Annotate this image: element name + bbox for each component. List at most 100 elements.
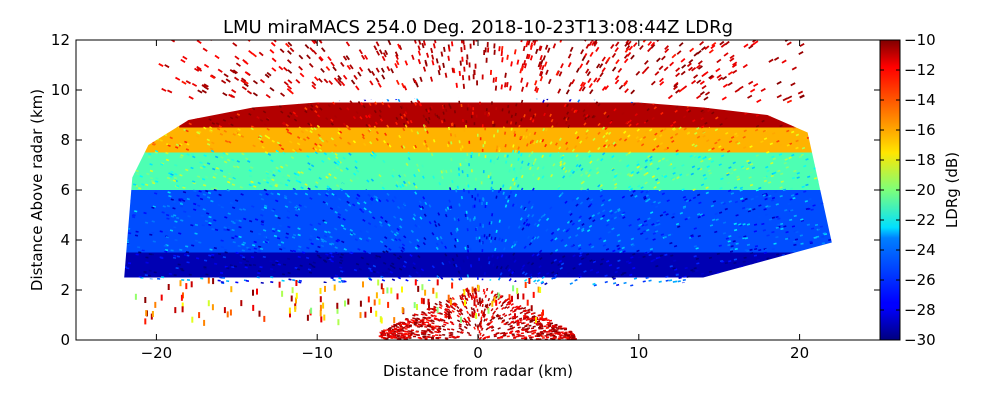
speckle [206, 138, 210, 142]
speckle [395, 180, 399, 185]
speckle [554, 237, 558, 241]
speckle [392, 168, 396, 172]
speckle [309, 197, 313, 200]
speckle [604, 126, 608, 131]
speckle [495, 229, 498, 233]
speckle [683, 127, 687, 131]
speckle [396, 256, 401, 260]
speckle [368, 201, 373, 205]
speckle [162, 205, 166, 208]
clutter-echo [534, 335, 538, 337]
sparse-echo [650, 80, 656, 86]
speckle [700, 186, 704, 190]
clutter-echo [513, 309, 517, 313]
speckle [297, 255, 301, 259]
clutter-echo [466, 320, 470, 324]
sparse-echo [756, 98, 762, 103]
speckle [562, 162, 566, 166]
sparse-echo [581, 55, 586, 62]
speckle [497, 189, 501, 194]
sparse-echo [686, 62, 692, 68]
speckle [287, 114, 291, 119]
speckle [632, 266, 636, 270]
speckle [707, 126, 711, 130]
speckle [310, 104, 314, 108]
speckle [147, 155, 152, 159]
speckle [508, 272, 512, 277]
clutter-echo [412, 319, 416, 322]
speckle [564, 200, 568, 204]
speckle [779, 222, 784, 226]
speckle [597, 131, 601, 135]
speckle [655, 265, 659, 268]
speckle [399, 113, 403, 117]
sparse-echo [463, 44, 466, 51]
clutter-echo [477, 301, 479, 305]
speckle [584, 169, 588, 174]
speckle [466, 249, 470, 253]
speckle [812, 204, 816, 207]
speckle [287, 225, 291, 229]
speckle [744, 197, 748, 201]
clutter-echo [460, 330, 464, 334]
sparse-echo [604, 85, 610, 91]
sparse-echo [461, 75, 465, 81]
speckle [668, 279, 673, 282]
sparse-echo [299, 72, 305, 78]
speckle [455, 229, 458, 233]
speckle [493, 123, 496, 127]
speckle [379, 240, 384, 244]
clutter-echo [417, 336, 421, 339]
clutter-echo [485, 327, 489, 331]
speckle [517, 146, 520, 150]
speckle [233, 265, 238, 268]
speckle [649, 128, 653, 132]
speckle [134, 210, 138, 213]
speckle [767, 181, 772, 184]
clutter-echo [417, 323, 421, 326]
speckle [595, 166, 599, 171]
speckle [521, 160, 524, 164]
sparse-echo [158, 62, 164, 68]
speckle [500, 274, 504, 278]
speckle [708, 157, 712, 161]
speckle [784, 209, 788, 212]
speckle [309, 235, 313, 238]
speckle [153, 271, 157, 274]
speckle [614, 182, 618, 186]
low-echo [495, 299, 498, 306]
clutter-echo [459, 297, 463, 301]
speckle [356, 176, 360, 180]
speckle [413, 173, 417, 178]
speckle [791, 153, 795, 157]
clutter-echo [520, 307, 524, 310]
speckle [437, 116, 441, 120]
low-echo [463, 289, 466, 296]
speckle [487, 256, 490, 260]
speckle [796, 172, 800, 175]
speckle [282, 175, 286, 179]
sparse-echo [180, 58, 186, 63]
speckle [432, 175, 435, 179]
sparse-echo [644, 60, 649, 65]
speckle [346, 194, 351, 198]
speckle [277, 216, 281, 220]
speckle [206, 162, 211, 165]
sparse-echo [232, 69, 238, 74]
speckle [343, 280, 347, 283]
speckle [464, 172, 467, 176]
speckle [803, 136, 807, 139]
speckle [513, 259, 517, 263]
speckle [226, 228, 230, 231]
speckle [372, 264, 377, 268]
speckle [626, 164, 630, 168]
speckle [507, 268, 511, 272]
speckle [517, 225, 521, 229]
clutter-echo [523, 314, 527, 317]
speckle [567, 124, 571, 129]
speckle [182, 184, 186, 188]
sparse-echo [799, 42, 805, 48]
speckle [692, 196, 697, 200]
speckle [660, 129, 664, 133]
sparse-echo [676, 50, 682, 55]
